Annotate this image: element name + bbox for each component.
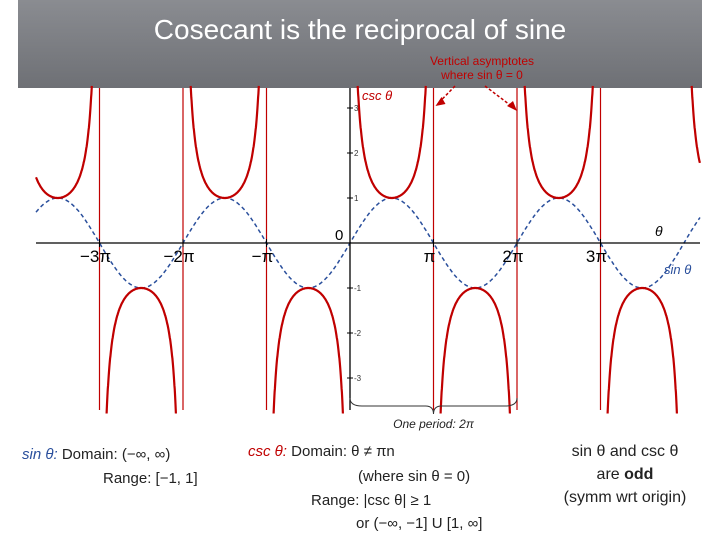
odd-note-line-3: (symm wrt origin) [563,489,687,506]
csc-info-name: csc θ: [248,443,287,460]
csc-domain-note: (where sin θ = 0) [358,468,471,485]
sin-domain: Domain: (−∞, ∞) [61,446,171,463]
x-tick-label: −2π [163,247,194,266]
odd-note-line-2: are odd [540,466,710,484]
x-axis-label: θ [655,223,663,239]
x-tick-label: 3π [586,247,607,266]
y-tick-label: 2 [354,149,359,158]
sin-info-name: sin θ: [22,446,58,463]
slide-title: Cosecant is the reciprocal of sine [153,14,567,45]
odd-note-bold: odd [624,466,654,483]
x-tick-label: π [424,247,436,266]
asymptote-callout: Vertical asymptotes where sin θ = 0 [412,54,552,82]
callout-line-2: where sin θ = 0 [441,68,523,82]
y-tick-label: 1 [354,194,359,203]
sin-curve-label: sin θ [664,262,691,277]
sin-domain-line: sin θ: Domain: (−∞, ∞) [22,446,170,463]
csc-branch [606,286,678,414]
period-label: One period: 2π [393,417,475,431]
x-tick-label: −3π [80,247,111,266]
csc-branch [439,286,511,414]
csc-branch [189,85,260,200]
x-tick-label: −π [252,247,274,266]
csc-range-1: Range: |csc θ| ≥ 1 [311,492,432,509]
y-tick-label: -2 [354,329,362,338]
sine-curve [35,197,701,289]
csc-branch [690,85,701,164]
csc-branch [523,85,594,200]
callout-arrowhead-left [435,97,446,106]
callout-line-1: Vertical asymptotes [429,54,535,68]
callout-arrowhead-right [507,101,517,111]
csc-range-2: or (−∞, −1] U [1, ∞] [356,515,483,532]
title-bar [18,0,702,88]
csc-branch [356,85,427,200]
csc-branch [105,286,177,414]
y-axis-label: csc θ [362,88,392,103]
y-tick-label: -3 [354,374,362,383]
origin-label: 0 [335,227,343,244]
sin-range: Range: [−1, 1] [103,470,198,487]
csc-domain: Domain: θ ≠ πn [291,443,395,460]
period-brace [349,397,518,415]
csc-domain-line: csc θ: Domain: θ ≠ πn [248,443,395,460]
odd-note-prefix: are [596,466,625,483]
y-tick-label: 3 [354,104,359,113]
odd-note-line-1: sin θ and csc θ [571,443,679,460]
y-tick-label: -1 [354,284,362,293]
csc-branch [272,286,344,414]
x-tick-label: 2π [502,247,523,266]
csc-branch [34,85,93,200]
